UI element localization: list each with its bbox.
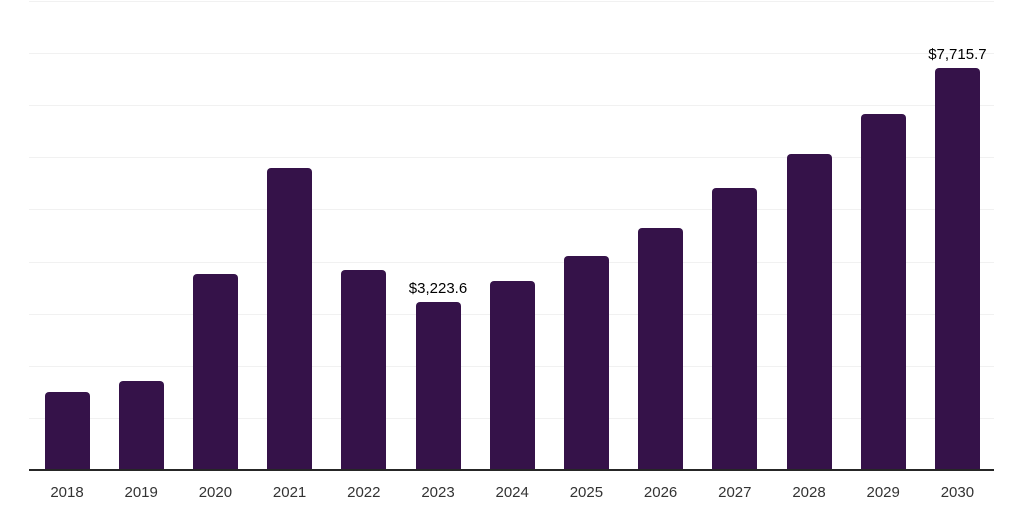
x-tick-label-2024: 2024 bbox=[495, 484, 529, 501]
bar-2019 bbox=[118, 380, 164, 470]
bar-2026 bbox=[638, 228, 684, 470]
x-tick-label-2020: 2020 bbox=[198, 484, 233, 501]
x-tick-label-2021: 2021 bbox=[272, 484, 307, 501]
bar-2022 bbox=[341, 269, 387, 470]
x-tick-label-2019: 2019 bbox=[124, 484, 158, 501]
data-label-2023: $3,223.6 bbox=[408, 280, 468, 297]
x-tick-label-2029: 2029 bbox=[866, 484, 900, 501]
x-tick-label-2028: 2028 bbox=[792, 484, 826, 501]
bar-2027 bbox=[712, 188, 758, 470]
bar-2025 bbox=[563, 255, 609, 470]
bar-2020 bbox=[192, 274, 238, 470]
bar-2021 bbox=[267, 167, 313, 470]
x-tick-label-2026: 2026 bbox=[643, 484, 678, 501]
x-tick-label-2023: 2023 bbox=[421, 484, 455, 501]
x-tick-label-2025: 2025 bbox=[569, 484, 604, 501]
gridline bbox=[29, 209, 994, 211]
bar-2030 bbox=[934, 67, 980, 470]
x-axis-line bbox=[29, 469, 994, 471]
x-tick-label-2018: 2018 bbox=[50, 484, 84, 501]
gridline bbox=[29, 157, 994, 159]
bar-2028 bbox=[786, 153, 832, 470]
x-tick-label-2022: 2022 bbox=[347, 484, 381, 501]
gridline bbox=[29, 105, 994, 107]
x-tick-label-2030: 2030 bbox=[940, 484, 975, 501]
bar-2023 bbox=[415, 302, 461, 470]
x-tick-label-2027: 2027 bbox=[718, 484, 752, 501]
bar-2018 bbox=[44, 391, 90, 470]
data-label-2030: $7,715.7 bbox=[928, 45, 987, 63]
gridline bbox=[29, 1, 994, 2]
bar-2029 bbox=[860, 113, 906, 470]
gridline bbox=[29, 261, 994, 263]
bar-2024 bbox=[489, 280, 535, 470]
gridline bbox=[29, 53, 994, 55]
